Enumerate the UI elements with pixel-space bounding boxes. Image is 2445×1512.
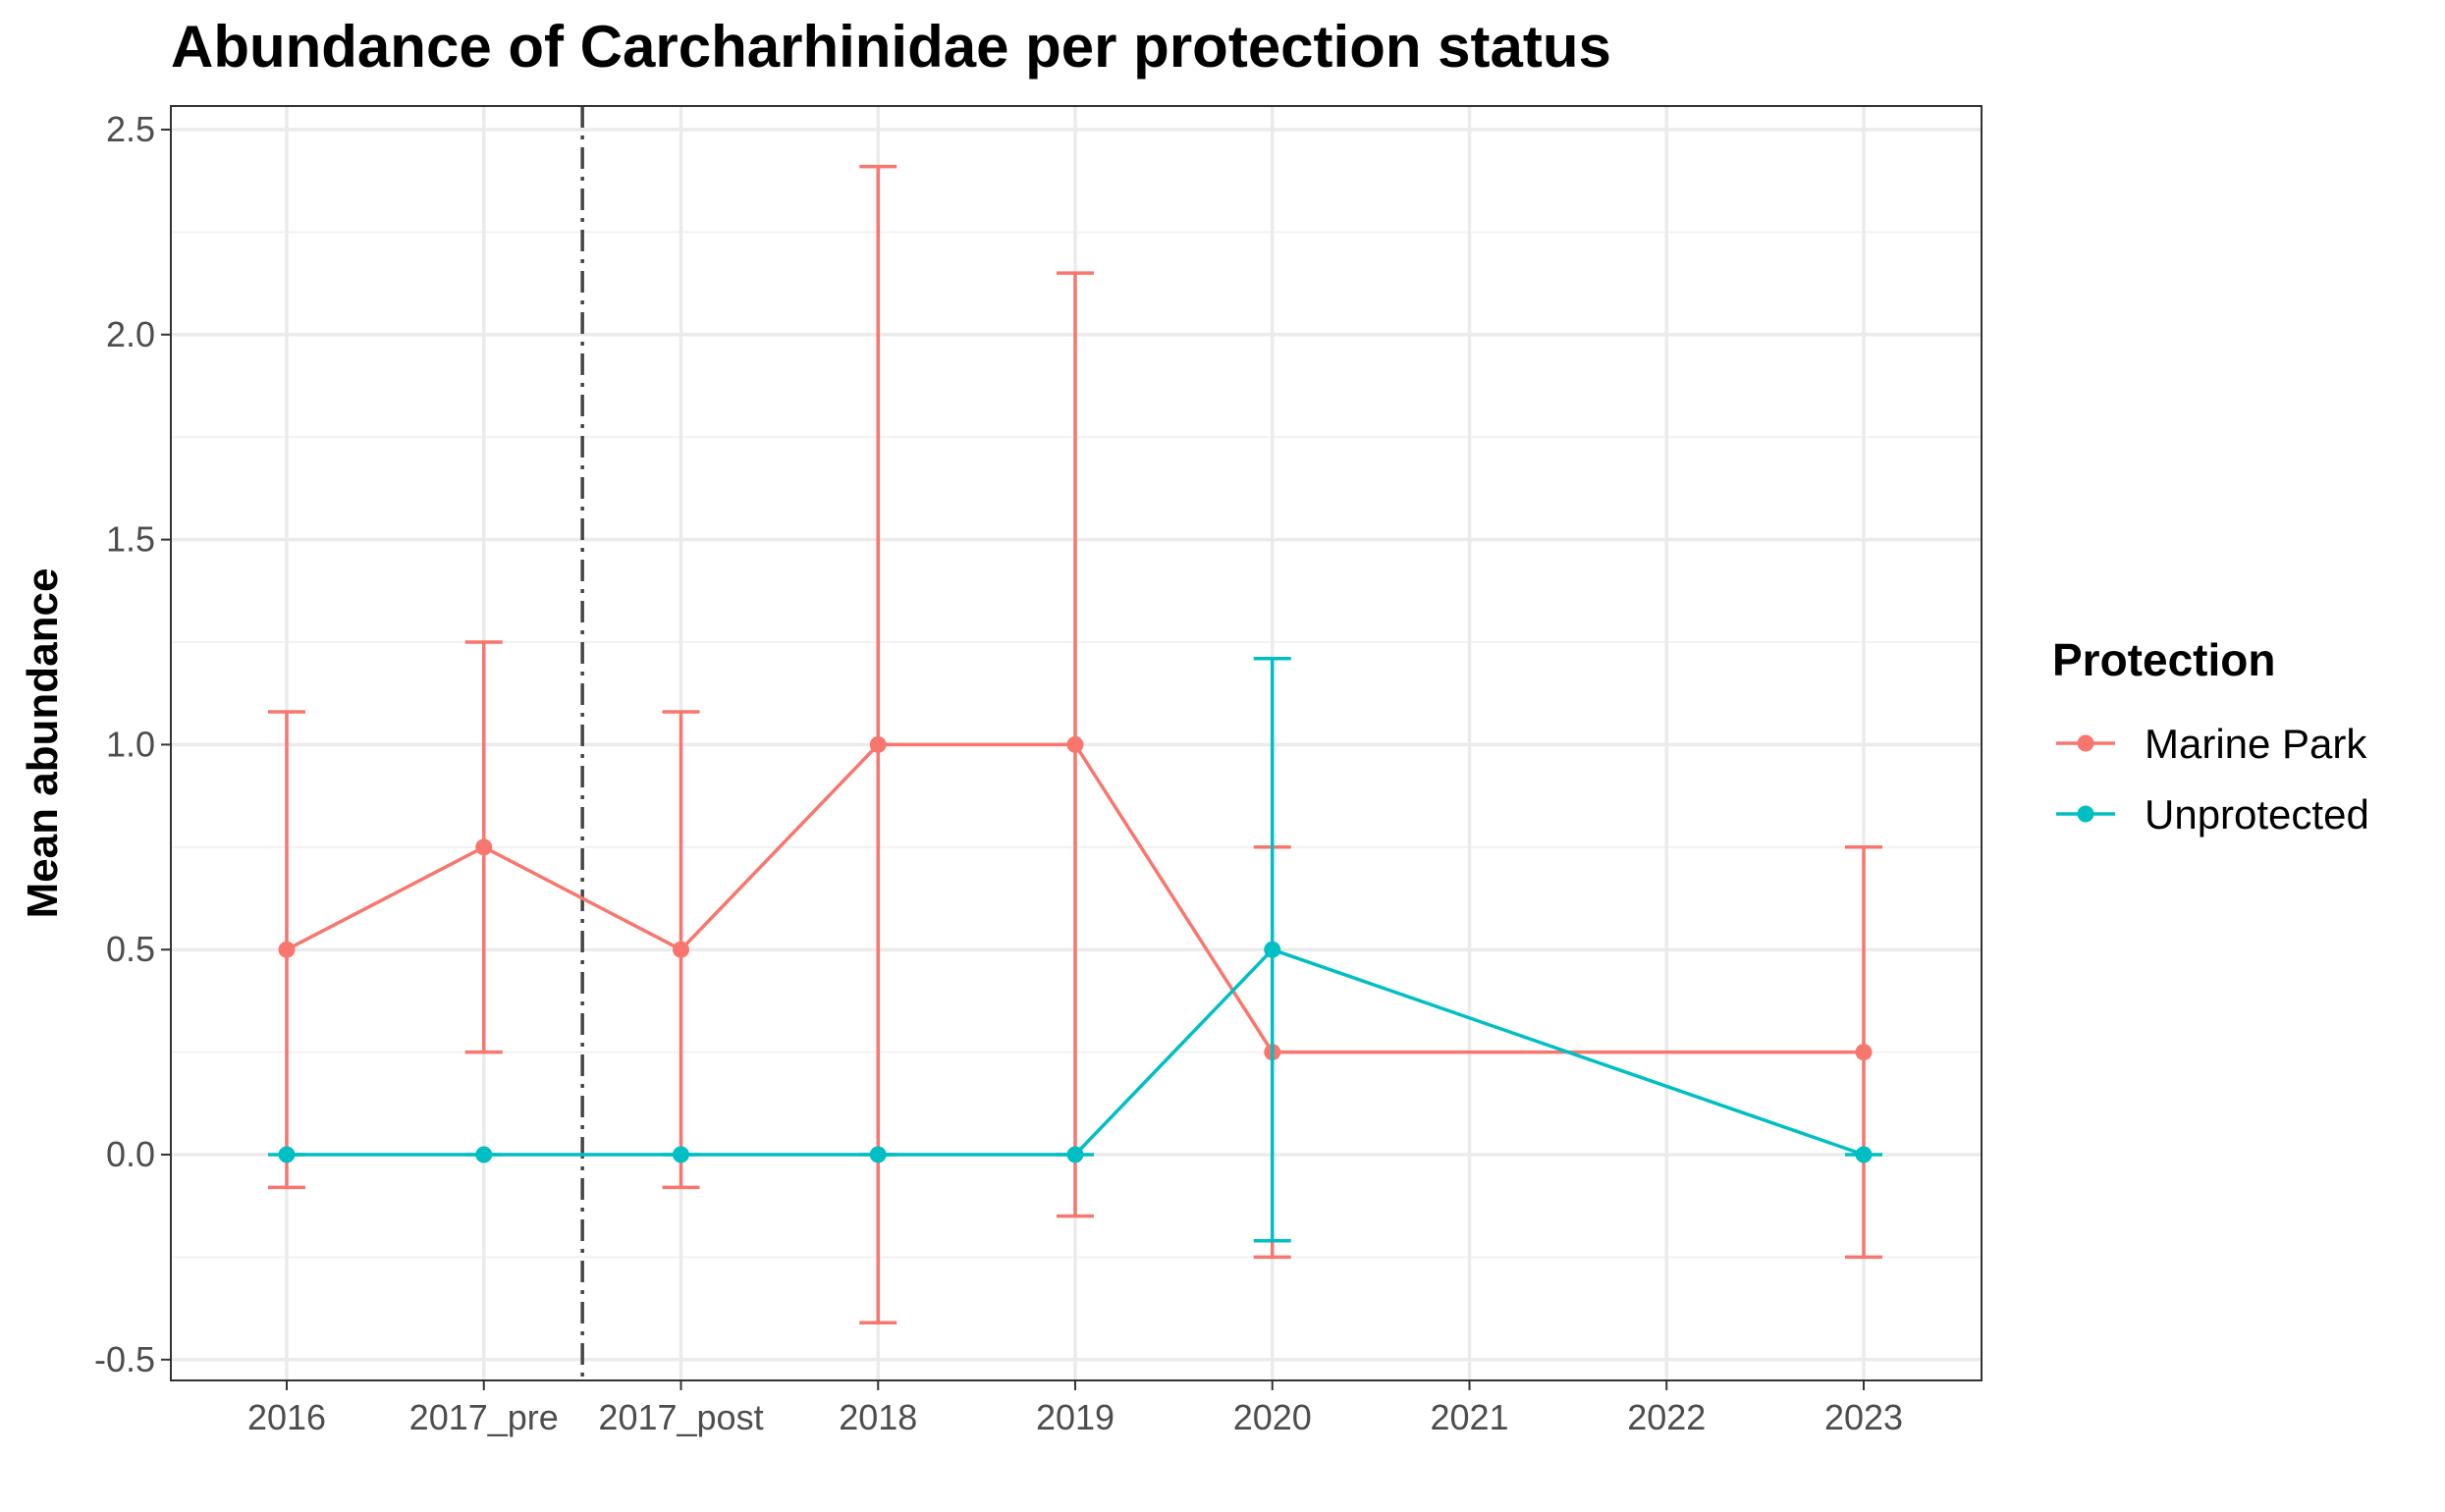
x-tick-label: 2017_pre	[409, 1397, 559, 1437]
y-axis-title: Mean abundance	[19, 568, 67, 919]
y-tick-label: 0.0	[106, 1134, 155, 1174]
data-point	[869, 1146, 887, 1163]
y-tick-label: 0.5	[106, 929, 155, 969]
data-point	[1264, 941, 1281, 958]
chart-title: Abundance of Carcharhinidae per protecti…	[171, 14, 1611, 80]
data-point	[869, 735, 887, 753]
x-tick-label: 2023	[1824, 1397, 1903, 1437]
data-point	[673, 1146, 689, 1163]
x-tick-label: 2018	[839, 1397, 917, 1437]
data-point	[1066, 1146, 1084, 1163]
y-tick-label: 1.0	[106, 724, 155, 764]
data-point	[475, 1146, 493, 1163]
legend-title: Protection	[2052, 634, 2275, 685]
legend-item: Marine Park	[2056, 721, 2367, 767]
legend-key-point	[2077, 734, 2094, 752]
data-point	[278, 1146, 296, 1163]
data-point	[1855, 1044, 1873, 1061]
x-tick-label: 2017_post	[598, 1397, 763, 1437]
data-point	[278, 941, 296, 958]
data-point	[475, 838, 493, 856]
legend-key-point	[2077, 805, 2094, 823]
x-tick-label: 2022	[1627, 1397, 1706, 1437]
axes: -0.5 0.0 0.5 1.0 1.5 2.0 2.5 2016 2017_pre 2017_p…	[94, 109, 1903, 1437]
y-tick-label: 1.5	[106, 519, 155, 560]
x-tick-label: 2021	[1430, 1397, 1508, 1437]
x-tick-label: 2019	[1036, 1397, 1114, 1437]
legend-item: Unprotected	[2056, 791, 2369, 837]
legend-label: Marine Park	[2145, 721, 2367, 767]
data-point	[1066, 735, 1084, 753]
y-tick-label: 2.0	[106, 314, 155, 354]
legend-entries: Marine Park Unprotected	[2056, 721, 2369, 837]
data-point	[673, 941, 689, 958]
series-layer	[268, 164, 1882, 1324]
y-tick-label: -0.5	[94, 1339, 155, 1379]
x-tick-label: 2016	[247, 1397, 326, 1437]
series-unprotected	[268, 656, 1882, 1243]
data-point	[1855, 1146, 1873, 1163]
x-tick-label: 2020	[1233, 1397, 1312, 1437]
legend: Protection Marine Park Unprotected	[2052, 634, 2369, 837]
legend-label: Unprotected	[2145, 791, 2369, 837]
y-tick-label: 2.5	[106, 109, 155, 149]
